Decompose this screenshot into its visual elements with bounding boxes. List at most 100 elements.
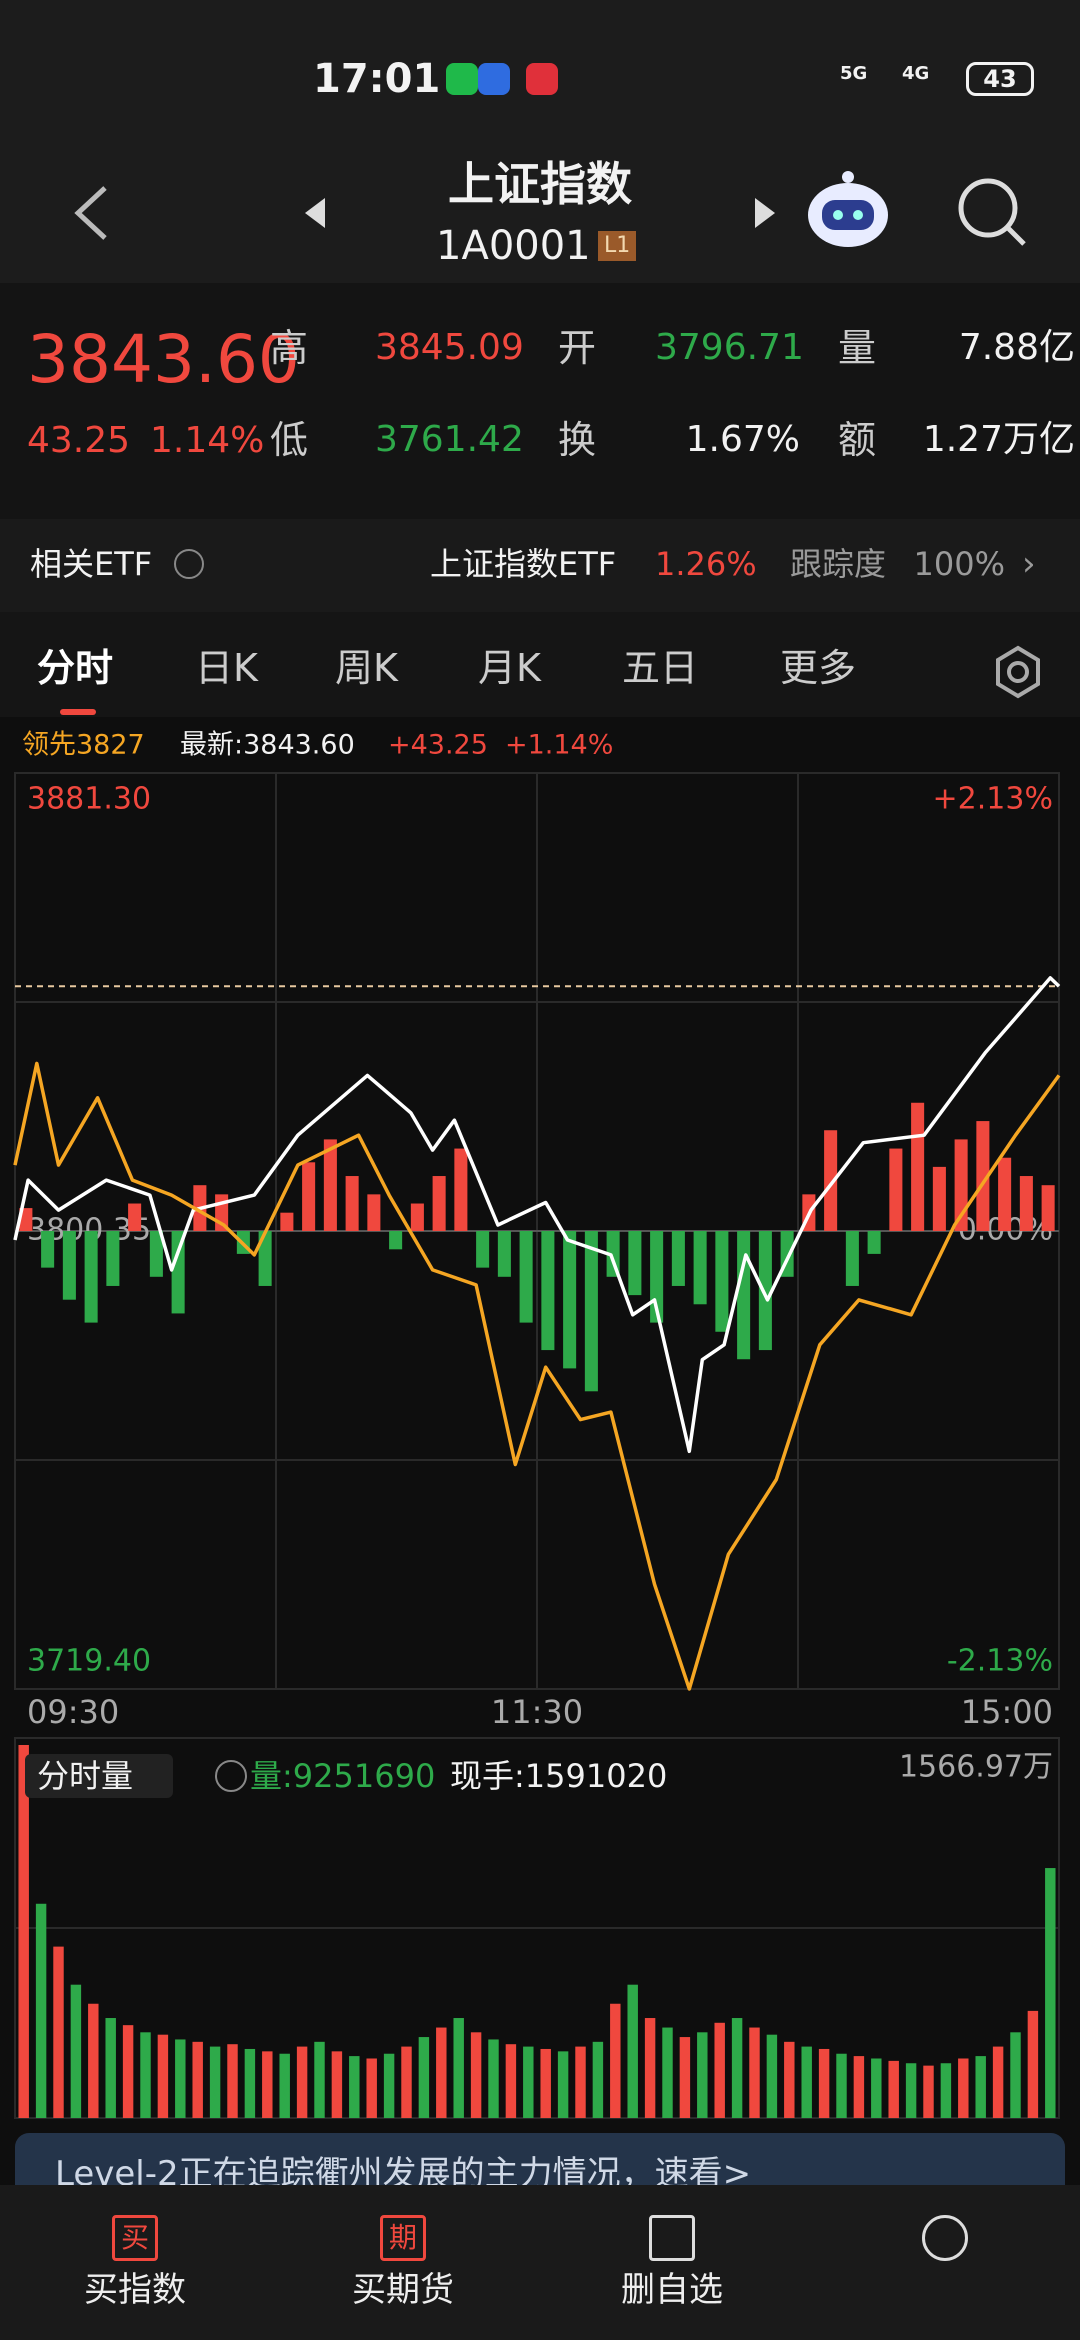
strength-bar	[497, 1231, 511, 1277]
volume-bar	[244, 2048, 256, 2118]
volume-bar	[18, 1745, 29, 2118]
strength-bar	[1019, 1176, 1033, 1231]
volume-bar	[488, 2039, 499, 2118]
volume-bar	[679, 2037, 691, 2118]
volume-bar	[505, 2044, 517, 2118]
volume-bar	[366, 2058, 377, 2118]
banner-text: Level-2正在追踪衢州发展的主力情况，速看>	[55, 2154, 752, 2185]
tracking-label: 跟踪度	[790, 545, 887, 583]
etf-label: 相关ETF	[30, 545, 153, 583]
level-badge: L1	[598, 231, 637, 261]
field-value: 1.67%	[685, 419, 800, 460]
volume-bar	[262, 2051, 273, 2118]
strength-bar	[410, 1203, 424, 1231]
volume-bar	[627, 1984, 638, 2118]
strength-bar	[628, 1231, 642, 1296]
field-value: 7.88亿	[958, 327, 1075, 368]
strength-bar	[867, 1231, 881, 1254]
y-tick-label: 3881.30	[27, 782, 151, 817]
help-icon[interactable]	[215, 1760, 247, 1792]
volume-bar	[1045, 1868, 1056, 2118]
volume-bar	[905, 2063, 917, 2118]
search-button[interactable]	[958, 178, 1026, 246]
strength-bar	[323, 1139, 337, 1231]
latest-change: +43.25	[388, 729, 488, 761]
volume-bar	[888, 2060, 899, 2118]
volume-bar	[697, 2032, 708, 2118]
volume-bar	[296, 2046, 308, 2118]
strength-bar	[19, 1208, 33, 1231]
volume-bar	[992, 2046, 1004, 2118]
battery: 43	[966, 62, 1034, 96]
volume-bar	[1010, 2032, 1021, 2118]
volume-bar	[557, 2051, 569, 2118]
volume-bar	[749, 2027, 760, 2118]
volume-bar	[801, 2046, 812, 2118]
current-hand: 现手:1591020	[450, 1757, 668, 1795]
nav-label[interactable]: 买期货	[352, 2270, 454, 2310]
price: 3843.60	[27, 321, 300, 398]
volume-bar	[175, 2039, 186, 2118]
strength-bar	[737, 1231, 751, 1360]
etf-name: 上证指数ETF	[430, 545, 617, 583]
x-tick-label: 15:00	[961, 1693, 1053, 1731]
volume-bar	[105, 2018, 116, 2118]
tab[interactable]: 五日	[622, 646, 699, 690]
strength-bar	[715, 1231, 729, 1332]
next-button[interactable]	[755, 198, 775, 228]
back-button[interactable]	[74, 186, 107, 240]
y2-tick-label: +2.13%	[933, 782, 1053, 817]
tab[interactable]: 日K	[195, 646, 258, 690]
tab[interactable]: 分时	[37, 646, 114, 690]
nav-label[interactable]: 删自选	[621, 2270, 723, 2310]
strength-bar	[758, 1231, 772, 1351]
strength-bar	[62, 1231, 76, 1300]
strength-bar	[302, 1162, 316, 1231]
tab-indicator	[60, 709, 96, 715]
field-value: 3845.09	[375, 327, 524, 368]
volume-bar	[192, 2041, 203, 2118]
volume-bar	[818, 2048, 830, 2118]
quote-panel	[0, 283, 1080, 519]
field-label: 开	[558, 326, 597, 370]
app-icon	[478, 63, 510, 95]
price-line	[13, 1061, 1061, 1691]
top-bar	[0, 0, 1080, 283]
header-icons	[74, 171, 1026, 247]
prev-button[interactable]	[305, 198, 325, 228]
promo-banner[interactable]: Level-2正在追踪衢州发展的主力情况，速看>	[15, 2133, 1065, 2185]
volume-bar	[227, 2044, 238, 2118]
network-label: 5G	[840, 63, 868, 84]
volume-bar	[662, 2027, 673, 2118]
volume-bar	[784, 2041, 795, 2118]
settings-icon[interactable]	[0, 0, 1080, 720]
field-label: 高	[270, 326, 309, 370]
strength-bar	[845, 1231, 859, 1286]
help-icon[interactable]	[174, 549, 204, 579]
assistant-button[interactable]	[808, 171, 888, 247]
strength-bar	[367, 1194, 381, 1231]
volume-bar	[314, 2041, 325, 2118]
tab[interactable]: 月K	[478, 646, 541, 690]
strength-bar	[41, 1231, 55, 1268]
strength-bar	[280, 1212, 294, 1231]
x-tick-label: 09:30	[27, 1693, 119, 1731]
latest-pct: +1.14%	[505, 729, 614, 761]
nav-icon: 买	[112, 2215, 158, 2261]
header-code: 1A0001	[436, 223, 591, 269]
header-title: 上证指数	[448, 157, 632, 211]
price-line	[13, 976, 1061, 1454]
field-value: 1.27万亿	[922, 419, 1075, 460]
nav-icon	[649, 2215, 695, 2261]
tab[interactable]: 周K	[335, 646, 398, 690]
strength-bar	[128, 1203, 142, 1231]
volume-total: 量:9251690	[250, 1757, 436, 1795]
volume-selector[interactable]: 分时量	[25, 1754, 174, 1798]
network-label: 4G	[902, 63, 930, 84]
strength-bar	[693, 1231, 707, 1305]
tab[interactable]: 更多	[780, 646, 857, 690]
strength-bar	[932, 1166, 946, 1231]
nav-label[interactable]: 买指数	[84, 2270, 186, 2310]
strength-bar	[824, 1130, 838, 1231]
volume-bar	[523, 2046, 534, 2118]
